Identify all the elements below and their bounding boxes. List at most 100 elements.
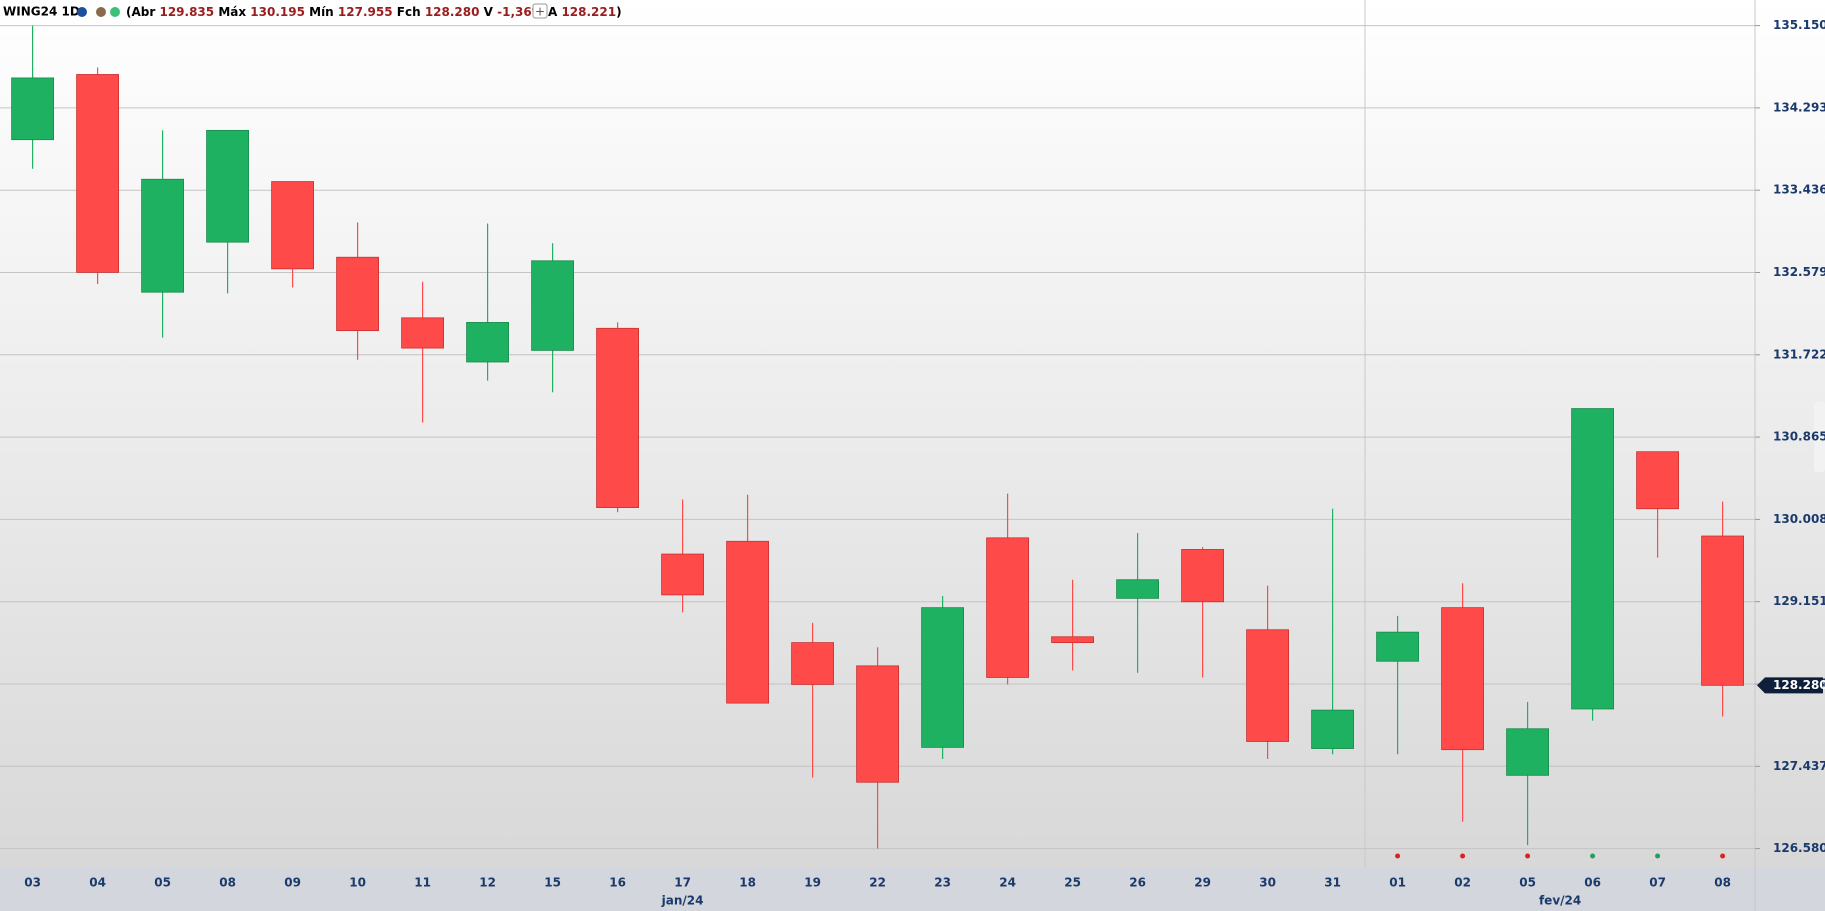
value: -1,36% (497, 5, 544, 19)
candle-body (986, 537, 1029, 678)
side-handle[interactable] (1814, 402, 1825, 472)
signal-dot (1590, 853, 1596, 859)
candle-body (76, 74, 119, 273)
candle-body (1441, 607, 1484, 751)
y-tick-label: 132.579 (1773, 265, 1825, 279)
month-label: jan/24 (661, 894, 704, 908)
y-tick-label: 129.151 (1773, 594, 1825, 608)
label: Fch (397, 5, 421, 19)
signal-dot (1460, 853, 1466, 859)
candle-body (1571, 408, 1614, 710)
y-tick-label: 133.436 (1773, 183, 1825, 197)
candle-body (11, 77, 55, 141)
candle-body (531, 260, 574, 351)
price-marker (1757, 677, 1823, 694)
candle-body (1181, 549, 1224, 603)
candle-body (1701, 535, 1744, 686)
candle-body (791, 642, 834, 685)
x-tick-label: 10 (349, 876, 366, 890)
x-tick-label: 04 (89, 876, 106, 890)
icon (96, 7, 106, 17)
x-tick-label: 19 (804, 876, 821, 890)
y-tick-label: 134.293 (1773, 100, 1825, 114)
value: 128.221 (561, 5, 616, 19)
x-tick-label: 26 (1129, 876, 1146, 890)
candle-body (1311, 709, 1354, 749)
header: WING24 1D (Abr 129.835 Máx 130.195 Mín 1… (3, 3, 622, 19)
month-label: fev/24 (1539, 894, 1581, 908)
label: Mín (309, 5, 334, 19)
x-tick-label: 11 (414, 876, 431, 890)
x-tick-label: 09 (284, 876, 301, 890)
x-tick-label: 29 (1194, 876, 1211, 890)
y-tick-label: 130.865 (1773, 430, 1825, 444)
add-button-label[interactable]: + (535, 5, 545, 19)
candle-body (661, 553, 704, 596)
symbol: WING24 1D (3, 5, 80, 19)
y-tick-label: 131.722 (1773, 347, 1825, 361)
candle-body (206, 129, 250, 243)
x-tick-label: 05 (154, 876, 171, 890)
candle-body (336, 256, 380, 331)
x-tick-label: 02 (1454, 876, 1471, 890)
price-label: 128.280 (1773, 678, 1825, 692)
candle-body (921, 607, 964, 748)
x-tick-label: 18 (739, 876, 756, 890)
label: V (484, 5, 494, 19)
x-tick-label: 15 (544, 876, 561, 890)
candle-body (1636, 451, 1679, 510)
label: Abr (131, 5, 155, 19)
x-tick-label: 17 (674, 876, 691, 890)
x-tick-label: 31 (1324, 876, 1341, 890)
candle-body (856, 665, 899, 783)
x-tick-label: 23 (934, 876, 951, 890)
value: 129.835 (159, 5, 214, 19)
add-button[interactable] (532, 3, 548, 19)
x-tick-label: 24 (999, 876, 1016, 890)
candle-body (596, 327, 639, 508)
label: A (548, 5, 558, 19)
candle-body (1051, 636, 1094, 644)
signal-dot (1525, 853, 1531, 859)
signal-dots (1395, 853, 1726, 859)
x-tick-label: 12 (479, 876, 496, 890)
candle-body (401, 317, 445, 349)
label: Máx (218, 5, 246, 19)
x-tick-label: 06 (1584, 876, 1601, 890)
x-tick-label: 22 (869, 876, 886, 890)
x-tick-label: 03 (24, 876, 41, 890)
x-tick-label: 08 (1714, 876, 1731, 890)
value: 130.195 (250, 5, 305, 19)
x-tick-label: 01 (1389, 876, 1406, 890)
candle-body (141, 178, 185, 293)
candle-body (1506, 728, 1549, 776)
y-tick-label: 127.437 (1773, 759, 1825, 773)
candle-body (1246, 629, 1289, 742)
x-tick-label: 07 (1649, 876, 1666, 890)
signal-dot (1655, 853, 1661, 859)
value: 127.955 (338, 5, 393, 19)
signal-dot (1395, 853, 1401, 859)
candle-body (466, 322, 510, 363)
x-axis-band (0, 868, 1825, 911)
y-tick-label: 126.580 (1773, 841, 1825, 855)
signal-dot (1720, 853, 1726, 859)
candle-body (726, 540, 769, 704)
x-tick-label: 30 (1259, 876, 1276, 890)
x-tick-label: 05 (1519, 876, 1536, 890)
icon (110, 7, 120, 17)
y-tick-label: 130.008 (1773, 512, 1825, 526)
x-tick-label: 16 (609, 876, 626, 890)
candle-body (271, 181, 315, 270)
value: 128.280 (425, 5, 480, 19)
x-tick-label: 25 (1064, 876, 1081, 890)
x-tick-label: 08 (219, 876, 236, 890)
icon (77, 7, 87, 17)
candle-body (1116, 579, 1159, 599)
y-tick-label: 135.150 (1773, 18, 1825, 32)
candle-body (1376, 631, 1419, 662)
ohlc: (Abr 129.835 Máx 130.195 Mín 127.955 Fch… (126, 5, 622, 19)
